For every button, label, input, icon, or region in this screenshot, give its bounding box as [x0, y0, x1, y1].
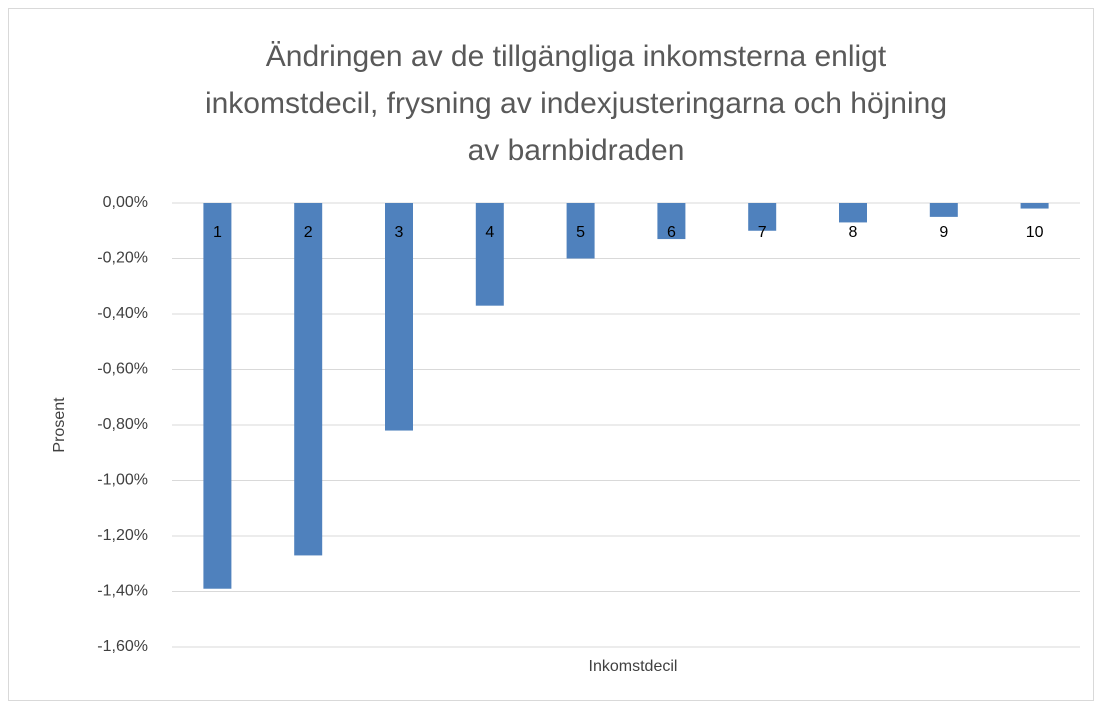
bar	[657, 203, 686, 240]
x-tick-label: 2	[304, 224, 313, 241]
bar	[1020, 203, 1049, 209]
bar	[385, 203, 413, 431]
y-tick-label: 0,00%	[103, 194, 148, 211]
bar	[475, 203, 504, 306]
chart-border	[8, 8, 1094, 701]
bar	[203, 203, 232, 589]
bar	[929, 203, 958, 217]
x-tick-label: 6	[667, 224, 676, 241]
x-tick-label: 1	[213, 224, 222, 241]
bar	[566, 203, 595, 259]
bar	[839, 203, 867, 223]
x-tick-label: 10	[1026, 224, 1044, 241]
y-tick-label: -0,60%	[97, 361, 148, 378]
chart-title: inkomstdecil, frysning av indexjustering…	[205, 87, 947, 120]
y-axis-label: Prosent	[51, 397, 68, 453]
bar	[294, 203, 323, 556]
x-tick-label: 8	[849, 224, 858, 241]
chart-title: Ändringen av de tillgängliga inkomsterna…	[266, 40, 887, 73]
x-tick-label: 4	[485, 224, 494, 241]
y-tick-label: -0,40%	[97, 305, 148, 322]
x-tick-label: 9	[939, 224, 948, 241]
x-tick-label: 5	[576, 224, 585, 241]
x-tick-label: 7	[758, 224, 767, 241]
y-tick-label: -0,20%	[97, 250, 148, 267]
y-tick-label: -1,00%	[97, 472, 148, 489]
y-tick-label: -1,60%	[97, 638, 148, 655]
chart-title: av barnbidraden	[468, 134, 685, 167]
y-tick-label: -1,20%	[97, 527, 148, 544]
y-tick-label: -1,40%	[97, 583, 148, 600]
y-tick-label: -0,80%	[97, 416, 148, 433]
bar	[748, 203, 777, 231]
x-axis-label: Inkomstdecil	[589, 658, 678, 675]
x-tick-label: 3	[395, 224, 404, 241]
